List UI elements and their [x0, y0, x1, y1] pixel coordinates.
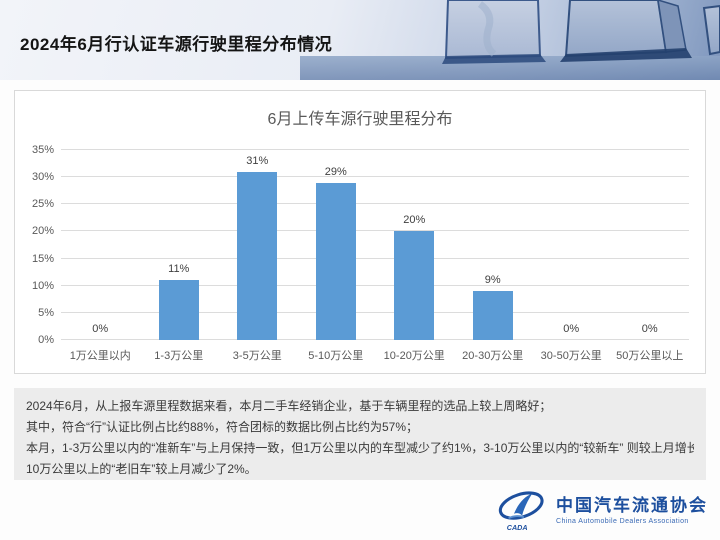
- bar-column: 0%: [61, 150, 140, 340]
- y-axis-tick: 30%: [31, 171, 54, 184]
- bar-column: 0%: [532, 150, 611, 340]
- organization-name-en: China Automobile Dealers Association: [556, 517, 689, 525]
- y-axis-tick: 5%: [38, 306, 54, 319]
- cada-swirl-icon: CADA: [498, 491, 544, 532]
- bar: [237, 171, 278, 340]
- chart-card: 6月上传车源行驶里程分布 0% 5% 10% 15% 20% 25% 30% 35% 0% 11%…: [14, 90, 706, 374]
- chart-x-axis: 1万公里以内 1-3万公里 3-5万公里 5-10万公里 10-20万公里 20-30万公…: [61, 347, 689, 363]
- bar-column: 31%: [218, 150, 297, 340]
- bar-column: 0%: [611, 150, 690, 340]
- x-axis-label: 1-3万公里: [154, 350, 204, 362]
- bar-data-label: 11%: [168, 263, 190, 276]
- bar-data-label: 0%: [641, 323, 658, 335]
- x-axis-label: 5-10万公里: [308, 350, 364, 362]
- gridline: [61, 284, 689, 286]
- organization-logo: CADA 中国汽车流通协会 China Automobile Dealers A…: [496, 488, 708, 534]
- summary-line: 10万公里以上的“老旧车”较上月减少了2%。: [26, 462, 257, 476]
- organization-name: 中国汽车流通协会: [556, 495, 708, 515]
- page-header: 2024年6月行认证车源行驶里程分布情况: [0, 0, 720, 80]
- bar: [158, 280, 199, 340]
- gridline: [61, 230, 689, 232]
- gridline: [61, 257, 689, 259]
- bar: [315, 182, 356, 340]
- bar-data-label: 31%: [246, 154, 269, 167]
- chart-plot-area: 0% 5% 10% 15% 20% 25% 30% 35% 0% 11% 31% 29% 20% 9% 0%…: [32, 144, 689, 346]
- bar-data-label: 20%: [403, 214, 426, 227]
- gridline: [61, 339, 689, 340]
- gridline: [61, 311, 689, 313]
- bar-data-label: 29%: [324, 165, 347, 178]
- gridline: [61, 149, 689, 150]
- bar-column: 9%: [454, 150, 533, 340]
- bar-column: 20%: [375, 150, 454, 340]
- summary-panel: 2024年6月，从上报车源里程数据来看，本月二手车经销企业，基于车辆里程的选品上…: [14, 388, 706, 480]
- y-axis-tick: 35%: [31, 144, 54, 156]
- bar-data-label: 0%: [92, 323, 109, 335]
- summary-line: 其中，符合“行”认证比例占比约88%，符合团标的数据比例占比约为57%；: [26, 420, 419, 434]
- y-axis-tick: 10%: [31, 279, 54, 292]
- x-axis-label: 20-30万公里: [462, 350, 524, 362]
- bar-series: 0% 11% 31% 29% 20% 9% 0% 0%: [61, 150, 689, 340]
- x-axis-label: 50万公里以上: [616, 350, 684, 362]
- gridline: [61, 176, 689, 178]
- bar-column: 29%: [297, 150, 376, 340]
- x-axis-label: 30-50万公里: [540, 350, 602, 362]
- chart-title: 6月上传车源行驶里程分布: [267, 111, 453, 128]
- y-axis-tick: 15%: [31, 252, 54, 265]
- bar-column: 11%: [140, 150, 219, 340]
- x-axis-label: 10-20万公里: [383, 350, 445, 362]
- bar: [472, 291, 513, 340]
- bar: [394, 231, 435, 340]
- page-title: 2024年6月行认证车源行驶里程分布情况: [20, 35, 333, 54]
- cubes-graphic: [442, 0, 720, 64]
- summary-line: 2024年6月，从上报车源里程数据来看，本月二手车经销企业，基于车辆里程的选品上…: [26, 399, 552, 413]
- y-axis-tick: 20%: [31, 225, 54, 238]
- summary-line: 本月，1-3万公里以内的“准新车”与上月保持一致，但1万公里以内的车型减少了约1…: [26, 441, 694, 455]
- y-axis-tick: 25%: [31, 198, 54, 211]
- y-axis-tick: 0%: [38, 334, 54, 346]
- bar-data-label: 0%: [563, 323, 580, 335]
- bar-data-label: 9%: [484, 274, 501, 287]
- svg-text:CADA: CADA: [507, 523, 528, 532]
- gridline: [61, 203, 689, 205]
- x-axis-label: 3-5万公里: [232, 350, 282, 362]
- x-axis-label: 1万公里以内: [69, 350, 131, 362]
